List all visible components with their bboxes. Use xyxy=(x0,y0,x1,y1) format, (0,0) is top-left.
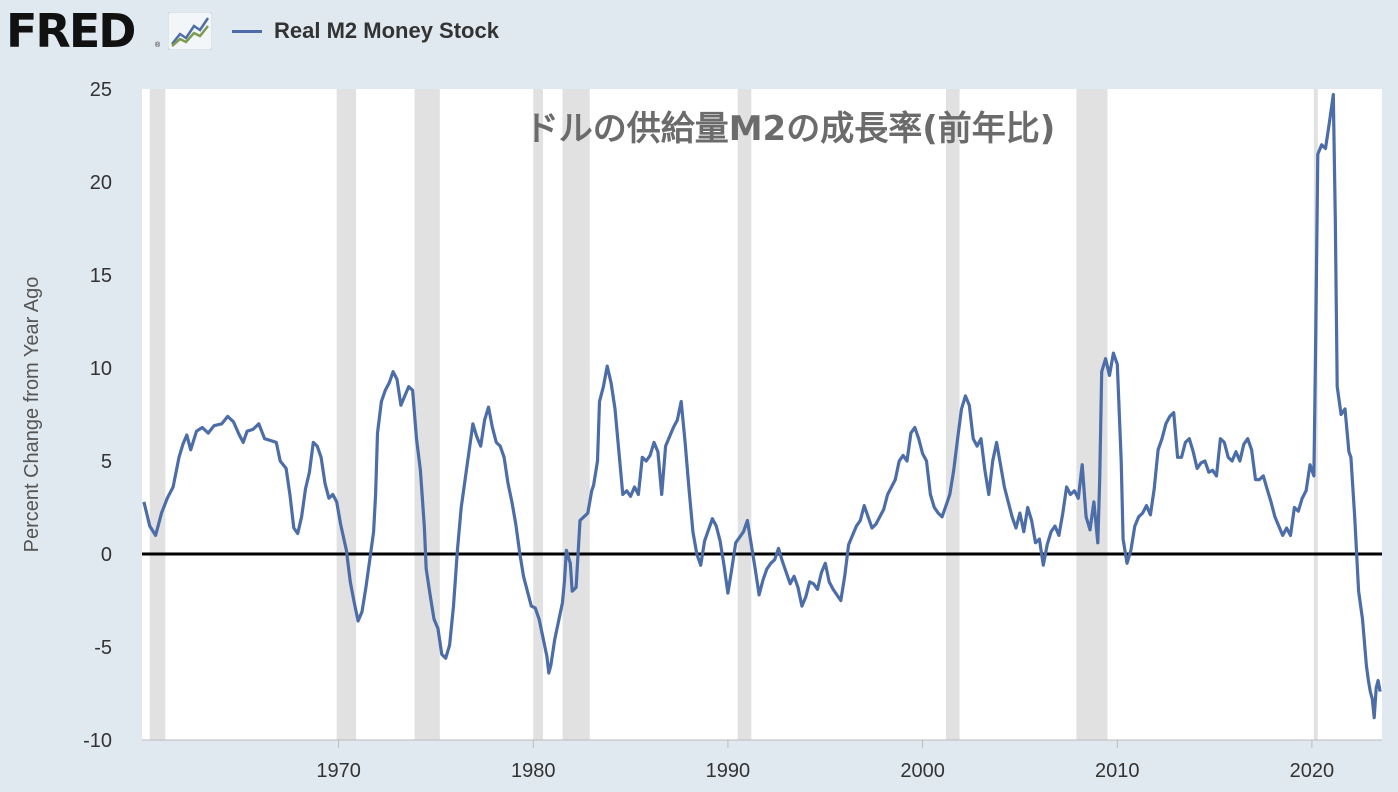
registered-mark: ® xyxy=(155,42,161,49)
chart-annotation: ドルの供給量M2の成長率(前年比) xyxy=(525,109,1056,149)
x-tick-label: 1980 xyxy=(511,760,556,782)
recession-band xyxy=(414,89,440,740)
recession-band xyxy=(737,89,752,740)
y-tick-label: 5 xyxy=(101,451,112,473)
recession-band xyxy=(533,89,544,740)
recession-band xyxy=(562,89,590,740)
recession-band xyxy=(149,89,166,740)
y-tick-label: -10 xyxy=(83,730,112,752)
legend-label: Real M2 Money Stock xyxy=(274,18,499,43)
y-tick-label: 20 xyxy=(90,172,112,194)
plot-area xyxy=(142,89,1382,740)
recession-band xyxy=(945,89,960,740)
x-tick-label: 2020 xyxy=(1290,760,1335,782)
y-tick-label: 25 xyxy=(90,79,112,101)
line-chart-icon xyxy=(168,12,212,50)
recession-band xyxy=(336,89,357,740)
y-tick-label: 0 xyxy=(101,544,112,566)
x-tick-label: 1970 xyxy=(316,760,361,782)
x-tick-label: 2000 xyxy=(900,760,945,782)
y-tick-label: -5 xyxy=(94,637,112,659)
series-line-real-m2 xyxy=(142,93,1382,720)
x-tick-label: 1990 xyxy=(706,760,751,782)
x-tick-label: 2010 xyxy=(1095,760,1140,782)
y-axis-label: Percent Change from Year Ago xyxy=(21,277,43,553)
y-tick-label: 15 xyxy=(90,265,112,287)
fred-logo[interactable]: FRED xyxy=(6,4,136,58)
recession-band xyxy=(1076,89,1108,740)
fred-header: FRED ® Real M2 Money Stock xyxy=(0,0,1398,70)
chart-legend[interactable]: Real M2 Money Stock xyxy=(232,17,499,45)
y-tick-label: 10 xyxy=(90,358,112,380)
legend-swatch xyxy=(232,29,262,33)
